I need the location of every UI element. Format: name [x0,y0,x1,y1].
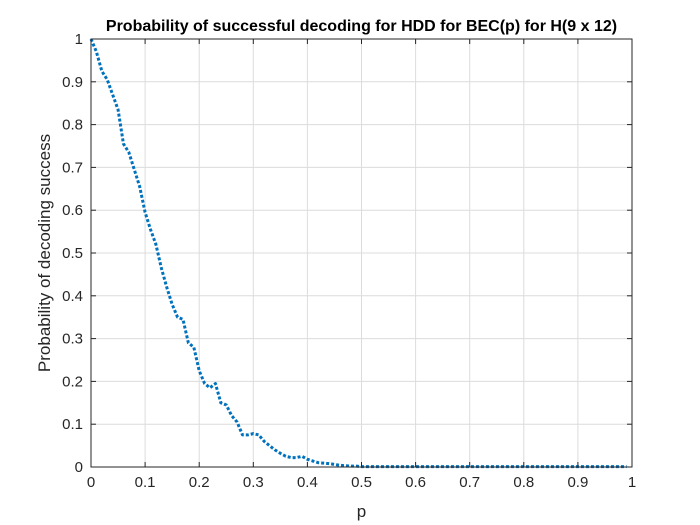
y-tick-labels: 0 0.1 0.2 0.3 0.4 0.5 0.6 0.7 0.8 0.9 1 [62,31,83,476]
x-tick-label: 1 [628,474,636,491]
y-tick-label: 0.5 [62,245,83,262]
y-tick-label: 0 [75,459,83,476]
y-tick-label: 0.4 [62,288,83,305]
x-tick-label: 0.2 [189,474,210,491]
y-tick-label: 0.8 [62,117,83,134]
x-tick-label: 0.4 [297,474,318,491]
x-tick-label: 0.7 [459,474,480,491]
tick-marks [90,38,633,468]
y-tick-label: 0.7 [62,159,83,176]
x-tick-label: 0.9 [567,474,588,491]
y-tick-label: 1 [75,31,83,48]
y-tick-label: 0.9 [62,74,83,91]
y-tick-label: 0.2 [62,373,83,390]
x-axis-label: p [357,502,366,521]
x-tick-label: 0.1 [135,474,156,491]
x-tick-label: 0.5 [351,474,372,491]
x-tick-label: 0.8 [513,474,534,491]
y-tick-label: 0.6 [62,202,83,219]
x-tick-label: 0.3 [243,474,264,491]
grid-lines [91,39,632,467]
x-tick-label: 0.6 [405,474,426,491]
y-tick-label: 0.1 [62,416,83,433]
chart-title: Probability of successful decoding for H… [106,18,617,35]
y-axis-label: Probability of decoding success [35,134,54,372]
x-tick-label: 0 [87,474,95,491]
y-tick-label: 0.3 [62,331,83,348]
x-tick-labels: 0 0.1 0.2 0.3 0.4 0.5 0.6 0.7 0.8 0.9 1 [87,474,636,491]
